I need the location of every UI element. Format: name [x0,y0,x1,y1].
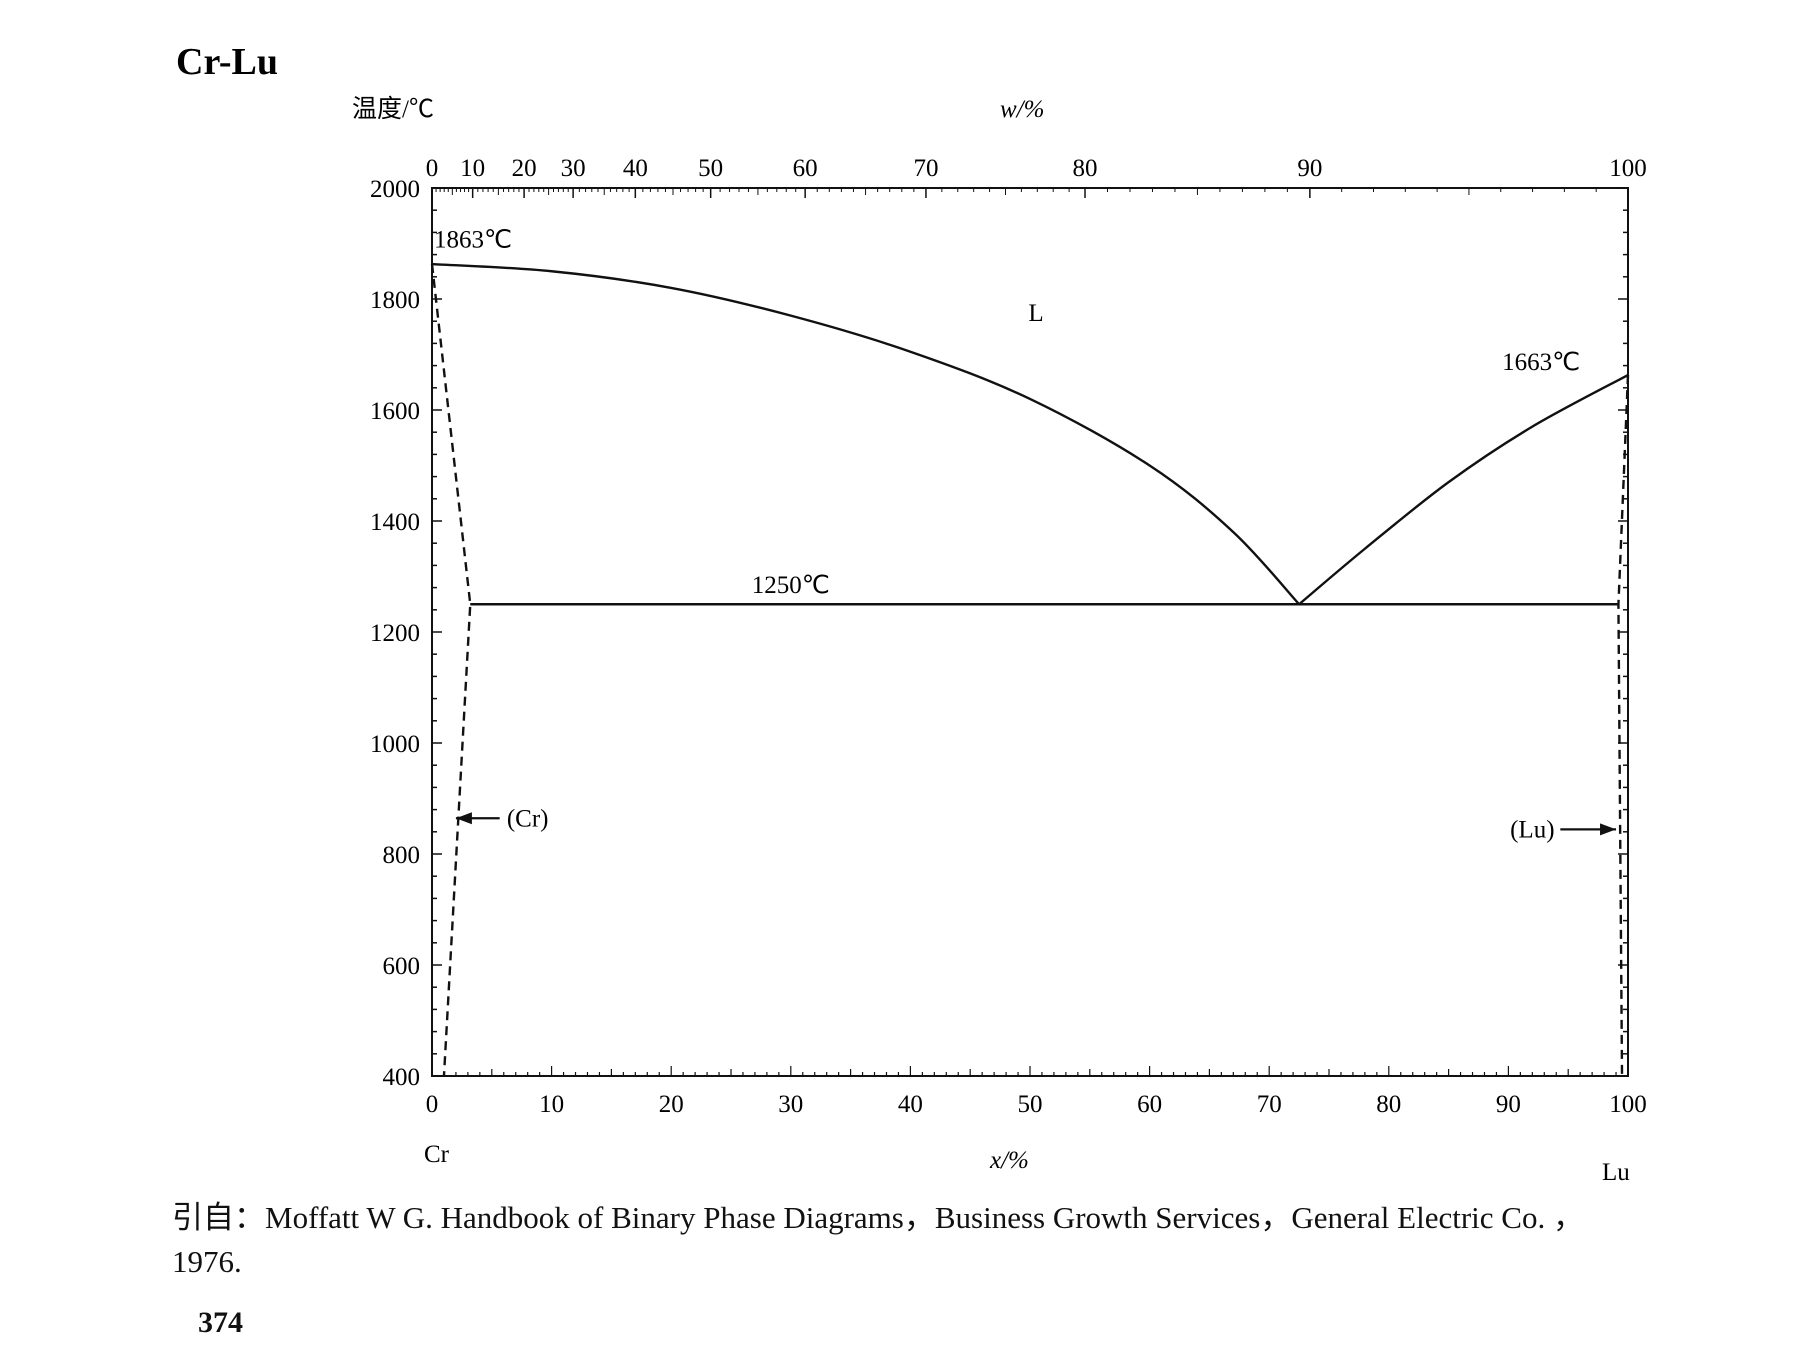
top-tick-label: 40 [623,155,648,182]
x-tick-label: 20 [659,1091,684,1118]
page-number: 374 [198,1306,243,1339]
tick-marks [431,187,1629,1077]
y-tick-labels: 2000 1800 1600 1400 1200 1000 800 600 400 [370,176,420,1091]
y-tick-label: 1000 [370,731,420,758]
x-tick-label: 70 [1257,1091,1282,1118]
y-tick-label: 800 [383,842,421,869]
top-tick-label: 60 [793,155,818,182]
top-tick-label: 100 [1609,155,1647,182]
annotation-label: 1250℃ [752,572,830,599]
bottom-axis-label: x/% [989,1147,1029,1174]
caption-line-1: 引自：Moffatt W G. Handbook of Binary Phase… [172,1200,1584,1235]
x-tick-labels: 0 10 20 30 40 50 60 70 80 90 100 [426,1091,1647,1118]
y-axis-label: 温度/℃ [352,95,434,123]
annotations: 1863℃ 1663℃ 1250℃ L (Cr) (Lu) [434,226,1617,843]
y-tick-label: 1200 [370,620,420,647]
x-tick-label: 40 [898,1091,923,1118]
phase-boundary-4 [430,263,472,1077]
annotation-label: 1863℃ [434,226,512,253]
left-element-label: Cr [424,1141,450,1168]
y-tick-label: 2000 [370,176,420,203]
phase-boundary-2 [1298,373,1629,606]
annotation-arrow-head [455,812,472,825]
y-tick-label: 600 [383,953,421,980]
top-tick-label: 20 [512,155,537,182]
phase-boundaries [430,262,1630,1077]
annotation-label: (Cr) [507,805,549,832]
chart-title: Cr-Lu [176,41,278,83]
source-caption: 引自：Moffatt W G. Handbook of Binary Phase… [172,1196,1772,1284]
y-tick-label: 1400 [370,509,420,536]
top-tick-label: 30 [561,155,586,182]
x-tick-label: 60 [1137,1091,1162,1118]
top-tick-label: 80 [1073,155,1098,182]
top-tick-label: 90 [1297,155,1322,182]
x-tick-label: 10 [539,1091,564,1118]
y-tick-label: 400 [383,1064,421,1091]
annotation-arrow-head [1600,823,1617,836]
x-tick-label: 30 [778,1091,803,1118]
top-axis-label: w/% [1000,96,1044,123]
top-tick-labels: 0 10 20 30 40 50 60 70 80 90 100 [426,155,1647,182]
x-tick-label: 0 [426,1091,439,1118]
x-tick-label: 80 [1376,1091,1401,1118]
annotation-label: 1663℃ [1502,349,1580,376]
phase-boundary-1 [431,262,1300,606]
top-tick-label: 10 [460,155,485,182]
x-tick-label: 100 [1609,1091,1647,1118]
phase-boundary-5 [1617,374,1630,1077]
top-tick-label: 70 [913,155,938,182]
top-tick-label: 50 [698,155,723,182]
caption-line-2: 1976. [172,1244,242,1279]
y-tick-label: 1600 [370,398,420,425]
annotation-label: L [1028,300,1043,327]
x-tick-label: 90 [1496,1091,1521,1118]
top-tick-label: 0 [426,155,439,182]
right-element-label: Lu [1602,1159,1630,1186]
x-tick-label: 50 [1018,1091,1043,1118]
y-tick-label: 1800 [370,287,420,314]
annotation-label: (Lu) [1510,816,1554,843]
